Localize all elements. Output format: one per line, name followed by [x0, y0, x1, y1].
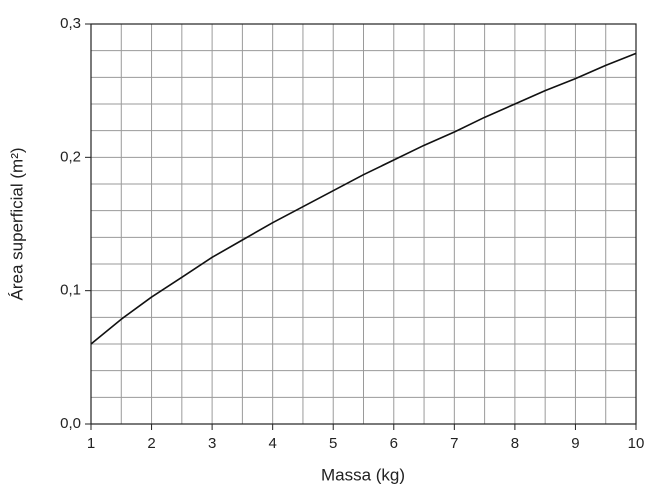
y-tick-label: 0,3 [60, 15, 81, 32]
x-tick-label: 8 [511, 435, 519, 452]
x-axis-label: Massa (kg) [321, 465, 405, 484]
x-tick-label: 10 [628, 435, 645, 452]
y-axis-label: Área superficial (m²) [7, 147, 26, 300]
x-tick-label: 6 [390, 435, 398, 452]
y-tick-label: 0,0 [60, 415, 81, 432]
y-tick-label: 0,1 [60, 282, 81, 299]
x-tick-label: 2 [147, 435, 155, 452]
plot-frame [90, 23, 637, 425]
data-line [90, 52, 637, 345]
x-tick-label: 3 [208, 435, 216, 452]
x-tick-label: 9 [571, 435, 579, 452]
y-tick-label: 0,2 [60, 148, 81, 165]
x-tick-label: 1 [87, 435, 95, 452]
x-tick-label: 7 [450, 435, 458, 452]
x-tick-label: 5 [329, 435, 337, 452]
x-tick-label: 4 [268, 435, 276, 452]
